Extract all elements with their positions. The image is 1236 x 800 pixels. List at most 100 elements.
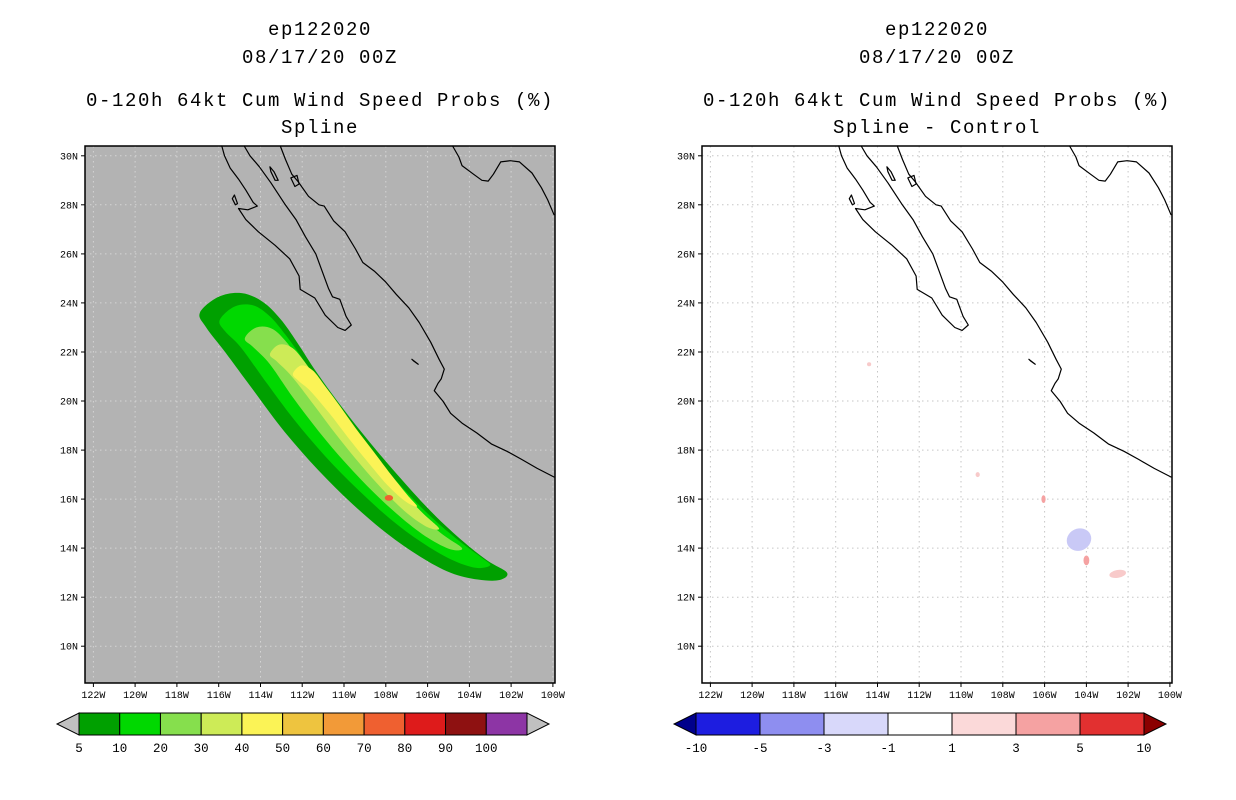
colorbar-tick-label: 50 (275, 742, 290, 756)
lat-tick-label: 18N (60, 447, 78, 458)
lon-tick-label: 104W (1074, 691, 1098, 702)
colorbar-cell (363, 712, 406, 736)
colorbar-labels: -10 -5 -3 -1 1 3 5 10 (685, 742, 1152, 756)
lon-tick-label: 120W (740, 691, 764, 702)
lon-tick-label: 106W (416, 691, 440, 702)
lon-tick-label: 108W (374, 691, 398, 702)
method-label: Spline - Control (832, 117, 1042, 139)
colorbar-tick-label: 30 (194, 742, 209, 756)
lon-tick-label: 118W (782, 691, 806, 702)
lat-tick-label: 30N (60, 152, 78, 163)
colorbar-tick-label: 40 (234, 742, 249, 756)
lon-tick-label: 102W (499, 691, 523, 702)
coastline (838, 145, 1172, 478)
prob-title: 0-120h 64kt Cum Wind Speed Probs (%) (85, 90, 555, 112)
lat-tick-label: 24N (60, 299, 78, 310)
colorbar-tick-label: 70 (357, 742, 372, 756)
lon-tick-label: 114W (248, 691, 272, 702)
lon-tick-label: 122W (698, 691, 722, 702)
map-background (702, 146, 1172, 683)
title-gap (702, 72, 1172, 88)
colorbar-tick-label: 3 (1012, 742, 1020, 756)
lat-tick-label: 24N (677, 299, 695, 310)
colorbar-cell (78, 712, 121, 736)
colorbar-tick-label: 10 (112, 742, 127, 756)
lat-tick-label: 16N (60, 496, 78, 507)
probability-map-spline: 30N 28N 26N 24N 22N 20N 18N 16N 14N 12N 10N 122W 120… (60, 145, 565, 702)
lat-tick-label: 28N (60, 201, 78, 212)
lat-tick-label: 18N (677, 447, 695, 458)
lon-tick-label: 106W (1033, 691, 1057, 702)
anomaly-patch (1083, 555, 1090, 566)
colorbar-labels: 5 10 20 30 40 50 60 70 80 90 100 (75, 742, 497, 756)
colorbar-tick-label: 5 (1076, 742, 1084, 756)
colorbar-tick-label: 90 (438, 742, 453, 756)
colorbar-cell (282, 712, 324, 736)
lon-tick-label: 110W (949, 691, 973, 702)
contour-40pct (292, 365, 418, 507)
axis-labels: 30N 28N 26N 24N 22N 20N 18N 16N 14N 12N 10N 122W 120… (677, 152, 1182, 702)
colorbar-cell (887, 712, 953, 736)
lon-tick-label: 116W (824, 691, 848, 702)
map-frame (84, 145, 556, 684)
init-time: 08/17/20 00Z (241, 47, 399, 69)
lat-tick-label: 12N (677, 594, 695, 605)
colorbar-cell (322, 712, 365, 736)
map-frame (701, 145, 1173, 684)
colorbar-cell (823, 712, 889, 736)
method-label: Spline (280, 117, 360, 139)
lon-tick-label: 112W (290, 691, 314, 702)
colorbar-cell (759, 712, 825, 736)
lon-tick-label: 108W (991, 691, 1015, 702)
probability-colorbar: 5 10 20 30 40 50 60 70 80 90 100 (55, 712, 551, 756)
panel-titles-difference: ep122020 08/17/20 00Z 0-120h 64kt Cum Wi… (702, 16, 1172, 142)
lon-tick-label: 100W (541, 691, 565, 702)
anomaly-patch (975, 472, 980, 478)
lon-tick-label: 104W (457, 691, 481, 702)
colorbar-tick-label: 5 (75, 742, 83, 756)
lon-tick-label: 120W (123, 691, 147, 702)
colorbar-left-arrow (672, 712, 697, 736)
anomaly-patch (867, 362, 872, 367)
lat-tick-label: 22N (677, 349, 695, 360)
colorbar-cell (445, 712, 487, 736)
difference-map-spline-minus-control: 30N 28N 26N 24N 22N 20N 18N 16N 14N 12N 10N 122W 120… (677, 145, 1182, 702)
colorbar-tick-label: -1 (880, 742, 895, 756)
colorbar-tick-label: 80 (397, 742, 412, 756)
colorbar-cell (159, 712, 202, 736)
colorbar-cell (404, 712, 447, 736)
panel-titles-spline: ep122020 08/17/20 00Z 0-120h 64kt Cum Wi… (85, 16, 555, 142)
axis-labels: 30N 28N 26N 24N 22N 20N 18N 16N 14N 12N 10N 122W 120… (60, 152, 565, 702)
colorbar-tick-label: 10 (1136, 742, 1151, 756)
lon-tick-label: 116W (207, 691, 231, 702)
lon-tick-label: 100W (1158, 691, 1182, 702)
colorbar-cell (119, 712, 161, 736)
lon-tick-label: 114W (865, 691, 889, 702)
colorbar-tick-label: -3 (816, 742, 831, 756)
storm-id: ep122020 (884, 19, 990, 41)
anomaly-patch (1109, 569, 1127, 579)
colorbar-tick-label: 1 (948, 742, 956, 756)
lat-tick-label: 14N (60, 545, 78, 556)
storm-id: ep122020 (267, 19, 373, 41)
colorbar-left-arrow (55, 712, 80, 736)
colorbar-cell (951, 712, 1017, 736)
lon-tick-label: 102W (1116, 691, 1140, 702)
lat-tick-label: 20N (60, 398, 78, 409)
colorbar-right-arrow (1143, 712, 1168, 736)
title-gap (85, 72, 555, 88)
colorbar-cell (1079, 712, 1145, 736)
lat-tick-label: 28N (677, 201, 695, 212)
lon-tick-label: 122W (81, 691, 105, 702)
colorbar-tick-label: 100 (475, 742, 498, 756)
colorbar-tick-label: -10 (685, 742, 708, 756)
colorbar-cell (1015, 712, 1081, 736)
lon-tick-label: 118W (165, 691, 189, 702)
colorbar-cell (485, 712, 528, 736)
lat-tick-label: 10N (60, 643, 78, 654)
lat-tick-label: 16N (677, 496, 695, 507)
lat-tick-label: 22N (60, 349, 78, 360)
lat-tick-label: 20N (677, 398, 695, 409)
lat-tick-label: 10N (677, 643, 695, 654)
